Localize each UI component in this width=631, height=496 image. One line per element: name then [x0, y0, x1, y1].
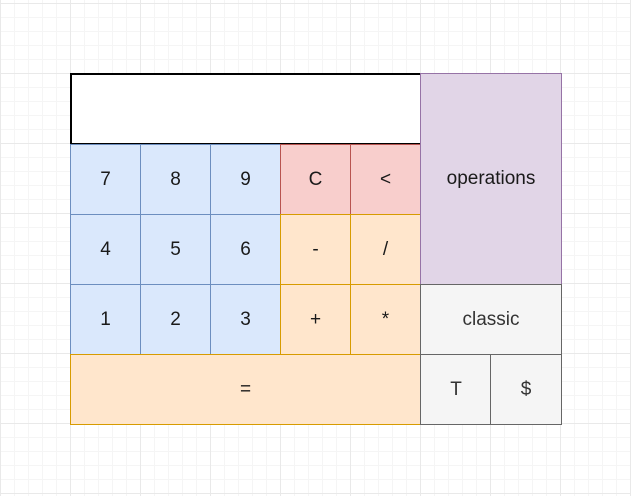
backspace-key[interactable]: < — [350, 144, 421, 215]
key-3[interactable]: 3 — [210, 284, 281, 355]
clear-key[interactable]: C — [280, 144, 351, 215]
plus-key[interactable]: + — [280, 284, 351, 355]
key-9[interactable]: 9 — [210, 144, 281, 215]
key-2[interactable]: 2 — [140, 284, 211, 355]
key-8[interactable]: 8 — [140, 144, 211, 215]
key-1[interactable]: 1 — [70, 284, 141, 355]
calculator-display — [70, 73, 422, 145]
classic-mode-button[interactable]: classic — [420, 284, 562, 355]
key-7[interactable]: 7 — [70, 144, 141, 215]
key-6[interactable]: 6 — [210, 214, 281, 285]
equals-key[interactable]: = — [70, 354, 421, 425]
operations-panel[interactable]: operations — [420, 73, 562, 285]
minus-key[interactable]: - — [280, 214, 351, 285]
dollar-key[interactable]: $ — [490, 354, 562, 425]
key-5[interactable]: 5 — [140, 214, 211, 285]
multiply-key[interactable]: * — [350, 284, 421, 355]
t-key[interactable]: T — [420, 354, 492, 425]
key-4[interactable]: 4 — [70, 214, 141, 285]
divide-key[interactable]: / — [350, 214, 421, 285]
